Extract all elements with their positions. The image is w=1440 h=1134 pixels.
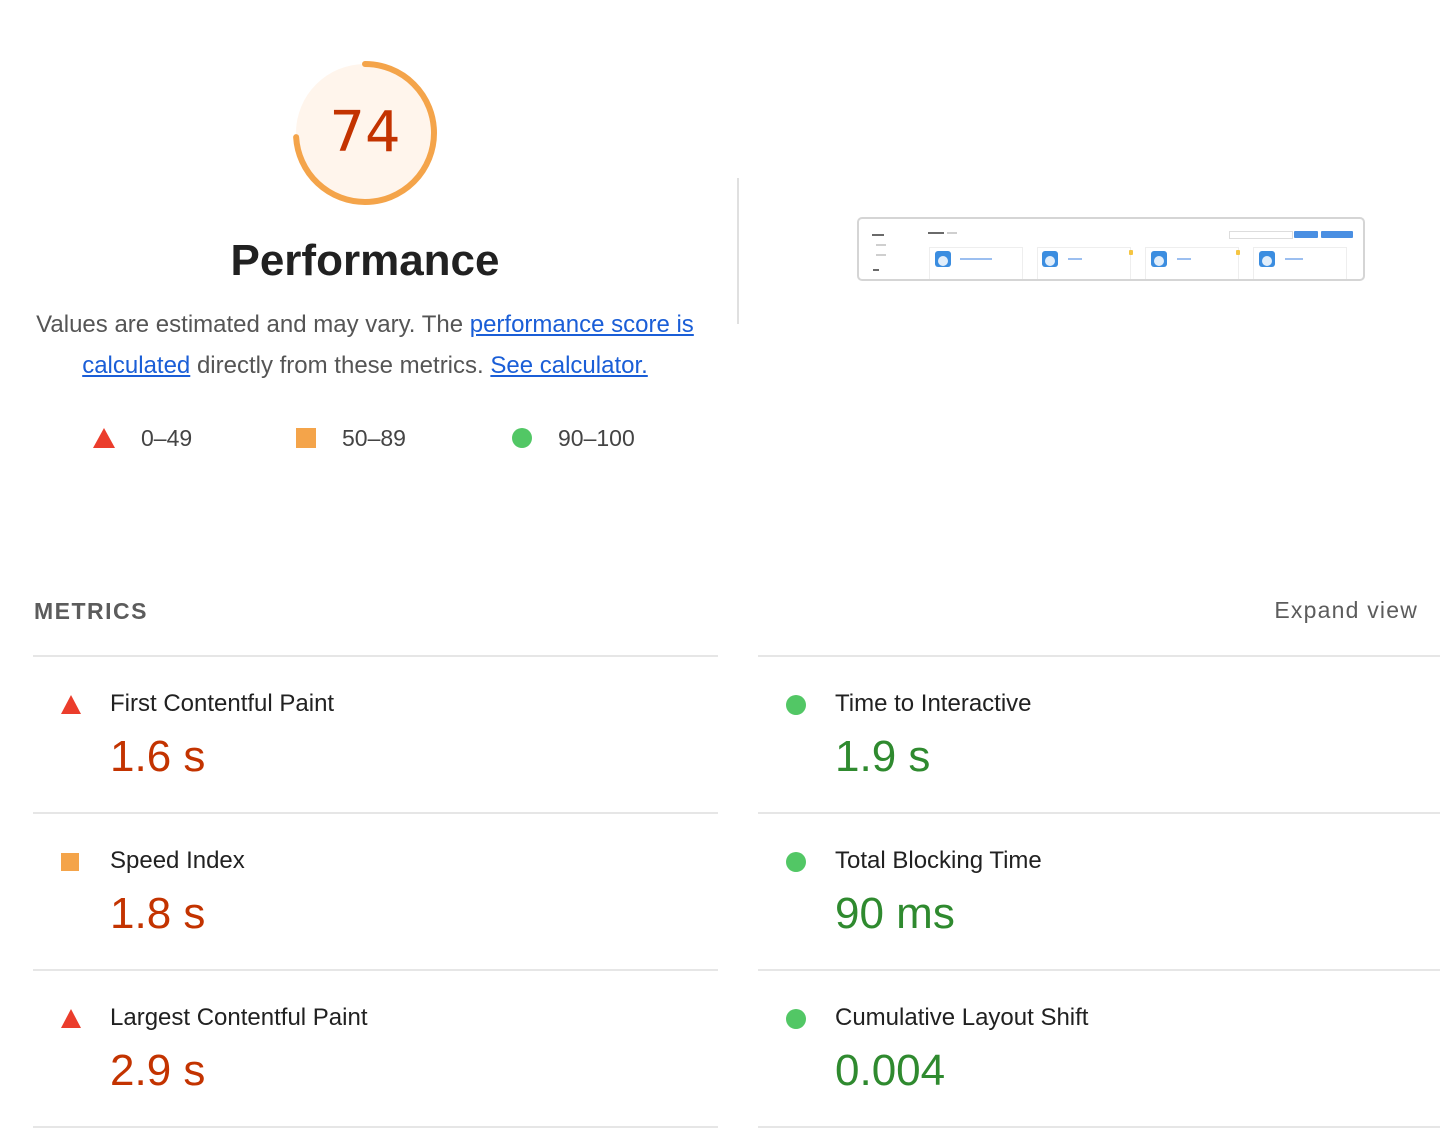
metric-speed-index: Speed Index 1.8 s (33, 812, 718, 969)
score-arc (293, 61, 437, 205)
metric-name: Time to Interactive (835, 690, 1032, 717)
metric-name: First Contentful Paint (110, 690, 335, 717)
metric-value: 2.9 s (110, 1046, 206, 1095)
legend-label: 90–100 (558, 424, 635, 451)
score-ring (293, 61, 437, 205)
metric-largest-contentful-paint: Largest Contentful Paint 2.9 s (33, 969, 718, 1128)
description-text-middle: directly from these metrics. (190, 352, 491, 379)
metric-value: 1.9 s (835, 732, 931, 781)
metric-name: Largest Contentful Paint (110, 1004, 368, 1031)
orange-square-icon (296, 428, 316, 448)
legend-item-pass: 90–100 (512, 422, 635, 454)
metric-name: Cumulative Layout Shift (835, 1004, 1089, 1031)
metric-name: Total Blocking Time (835, 847, 1042, 874)
green-circle-icon (786, 695, 806, 715)
metric-value: 1.8 s (110, 889, 206, 938)
score-scale-legend: 0–49 50–89 90–100 (0, 422, 730, 454)
green-circle-icon (786, 852, 806, 872)
legend-label: 0–49 (141, 424, 193, 451)
metric-name: Speed Index (110, 847, 245, 874)
score-description: Values are estimated and may vary. The p… (30, 304, 700, 386)
legend-item-average: 50–89 (296, 422, 406, 454)
metric-value: 1.6 s (110, 732, 206, 781)
metric-first-contentful-paint: First Contentful Paint 1.6 s (33, 655, 718, 812)
performance-score-link[interactable]: performance score is calculated (82, 311, 694, 379)
metric-value: 90 ms (835, 889, 955, 938)
vertical-divider (737, 178, 739, 324)
description-text-before: Values are estimated and may vary. The (36, 311, 470, 338)
see-calculator-link[interactable]: See calculator. (490, 352, 648, 379)
orange-square-icon (61, 853, 79, 871)
category-title: Performance (230, 236, 500, 285)
final-screenshot-thumbnail[interactable] (857, 217, 1365, 281)
metrics-heading: METRICS (34, 598, 148, 624)
metric-time-to-interactive: Time to Interactive 1.9 s (758, 655, 1440, 812)
expand-view-toggle[interactable]: Expand view (1274, 597, 1418, 623)
metrics-column-left: First Contentful Paint 1.6 s Speed Index… (33, 655, 718, 1128)
legend-label: 50–89 (342, 424, 406, 451)
legend-item-fail: 0–49 (93, 422, 192, 454)
red-triangle-icon (61, 1009, 81, 1028)
green-circle-icon (512, 428, 532, 448)
red-triangle-icon (61, 695, 81, 714)
metric-total-blocking-time: Total Blocking Time 90 ms (758, 812, 1440, 969)
performance-score-gauge: 74 (292, 60, 438, 206)
metric-cumulative-layout-shift: Cumulative Layout Shift 0.004 (758, 969, 1440, 1128)
score-value: 74 (329, 100, 401, 165)
metrics-column-right: Time to Interactive 1.9 s Total Blocking… (758, 655, 1440, 1128)
green-circle-icon (786, 1009, 806, 1029)
metric-value: 0.004 (835, 1046, 946, 1095)
red-triangle-icon (93, 428, 115, 448)
